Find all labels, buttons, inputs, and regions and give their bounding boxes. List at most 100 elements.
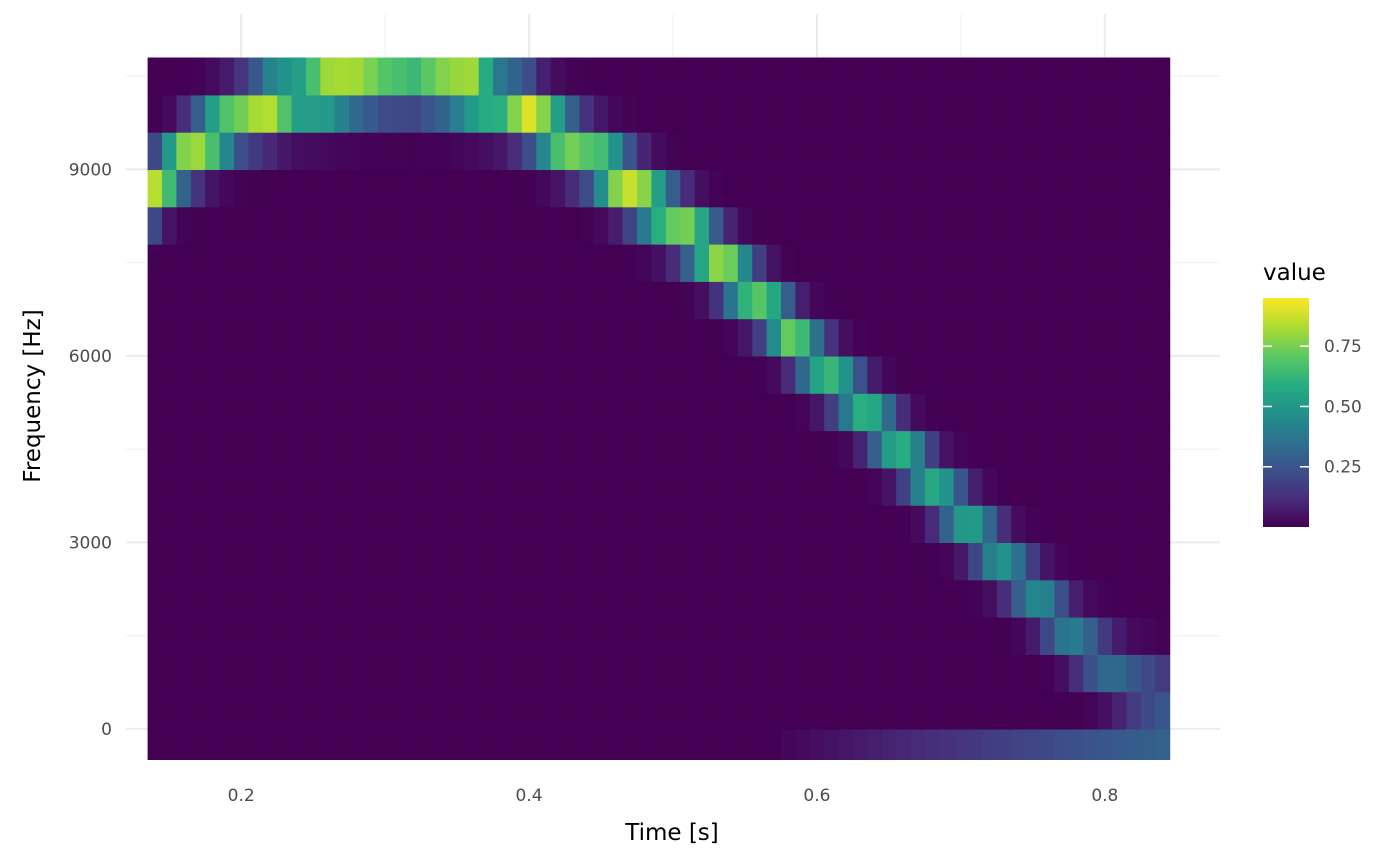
heatmap-cell (147, 281, 163, 320)
heatmap-cell (637, 57, 653, 96)
heatmap-cell (852, 355, 868, 394)
heatmap-cell (478, 132, 494, 171)
heatmap-cell (766, 654, 782, 693)
heatmap-cell (795, 654, 811, 693)
heatmap-cell (752, 467, 768, 506)
heatmap-cell (507, 617, 523, 655)
heatmap-cell (752, 169, 768, 208)
heatmap-cell (1011, 244, 1027, 282)
heatmap-cell (190, 467, 206, 506)
heatmap-cell (205, 206, 221, 245)
heatmap-cell (233, 542, 249, 581)
heatmap-cell (507, 244, 523, 282)
heatmap-cell (1126, 355, 1142, 394)
heatmap-cell (665, 505, 681, 544)
heatmap-cell (147, 94, 163, 133)
heatmap-cell (867, 654, 883, 693)
heatmap-cell (924, 169, 940, 208)
heatmap-cell (1040, 728, 1056, 760)
heatmap-cell (809, 467, 825, 506)
heatmap-cell (953, 132, 969, 171)
heatmap-cell (176, 728, 192, 760)
heatmap-cell (809, 281, 825, 320)
heatmap-cell (1140, 318, 1156, 357)
heatmap-cell (608, 206, 624, 245)
heatmap-cell (507, 393, 523, 432)
heatmap-cell (852, 94, 868, 133)
heatmap-cell (205, 617, 221, 655)
heatmap-cell (377, 318, 393, 357)
heatmap-cell (982, 430, 998, 469)
heatmap-cell (1068, 132, 1084, 171)
heatmap-cell (1097, 57, 1113, 96)
heatmap-cell (176, 393, 192, 432)
heatmap-cell (1054, 430, 1070, 469)
heatmap-cell (579, 355, 595, 394)
heatmap-cell (421, 94, 437, 133)
heatmap-cell (1140, 505, 1156, 544)
heatmap-cell (852, 281, 868, 320)
heatmap-cell (435, 617, 451, 655)
heatmap-cell (1011, 542, 1027, 581)
heatmap-cell (565, 281, 581, 320)
heatmap-cell (248, 281, 264, 320)
heatmap-cell (881, 617, 897, 655)
heatmap-cell (406, 57, 422, 96)
heatmap-cell (622, 355, 638, 394)
heatmap-cell (320, 206, 336, 245)
heatmap-cell (406, 579, 422, 618)
heatmap-cell (233, 393, 249, 432)
heatmap-cell (680, 169, 696, 208)
heatmap-cell (363, 206, 379, 245)
heatmap-cell (305, 57, 321, 96)
heatmap-cell (1040, 505, 1056, 544)
heatmap-cell (637, 281, 653, 320)
heatmap-cell (752, 654, 768, 693)
heatmap-cell (752, 542, 768, 581)
heatmap-cell (852, 393, 868, 432)
heatmap-cell (694, 579, 710, 618)
heatmap-cell (593, 542, 609, 581)
heatmap-cell (161, 579, 177, 618)
heatmap-cell (852, 206, 868, 245)
heatmap-cell (464, 579, 480, 618)
heatmap-cell (507, 542, 523, 581)
heatmap-cell (1112, 206, 1128, 245)
heatmap-cell (795, 467, 811, 506)
heatmap-cell (680, 728, 696, 760)
heatmap-cell (219, 244, 235, 282)
heatmap-cell (809, 654, 825, 693)
heatmap-cell (478, 57, 494, 96)
y-axis-title: Frequency [Hz] (20, 309, 46, 482)
heatmap-cell (176, 430, 192, 469)
heatmap-cell (593, 244, 609, 282)
heatmap-cell (896, 281, 912, 320)
heatmap-cell (262, 318, 278, 357)
heatmap-cell (565, 728, 581, 760)
heatmap-cell (291, 393, 307, 432)
heatmap-cell (579, 281, 595, 320)
heatmap-cell (939, 132, 955, 171)
heatmap-cell (262, 57, 278, 96)
heatmap-cell (392, 57, 408, 96)
heatmap-cell (1025, 132, 1041, 171)
heatmap-cell (881, 542, 897, 581)
heatmap-cell (349, 579, 365, 618)
heatmap-cell (737, 132, 753, 171)
heatmap-cell (896, 169, 912, 208)
heatmap-cell (521, 728, 537, 760)
heatmap-cell (637, 169, 653, 208)
heatmap-cell (507, 318, 523, 357)
heatmap-cell (1068, 579, 1084, 618)
heatmap-cell (809, 169, 825, 208)
heatmap-cell (1083, 691, 1099, 730)
heatmap-cell (550, 281, 566, 320)
heatmap-cell (291, 430, 307, 469)
heatmap-cell (867, 467, 883, 506)
heatmap-cell (924, 244, 940, 282)
heatmap-cell (392, 244, 408, 282)
heatmap-cell (248, 430, 264, 469)
x-axis-title: Time [s] (624, 820, 719, 846)
heatmap-cell (176, 505, 192, 544)
